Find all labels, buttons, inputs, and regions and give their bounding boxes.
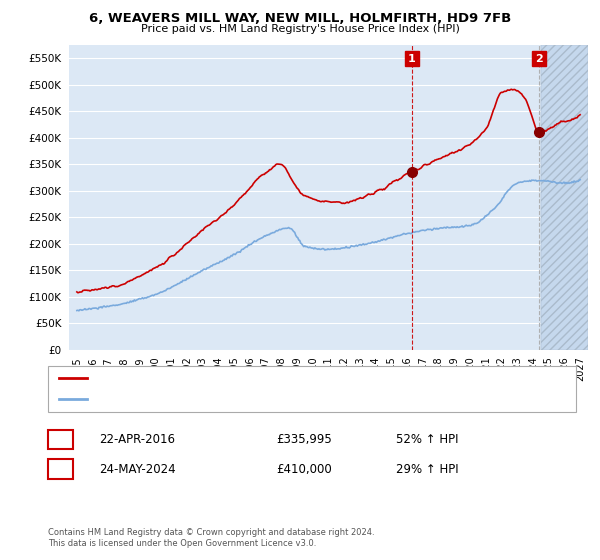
Text: 1: 1 — [408, 54, 416, 63]
Text: 52% ↑ HPI: 52% ↑ HPI — [396, 433, 458, 446]
Text: Contains HM Land Registry data © Crown copyright and database right 2024.
This d: Contains HM Land Registry data © Crown c… — [48, 528, 374, 548]
Bar — [541, 45, 588, 350]
Text: 29% ↑ HPI: 29% ↑ HPI — [396, 463, 458, 476]
Text: 6, WEAVERS MILL WAY, NEW MILL, HOLMFIRTH, HD9 7FB (detached house): 6, WEAVERS MILL WAY, NEW MILL, HOLMFIRTH… — [93, 373, 480, 383]
Text: £410,000: £410,000 — [276, 463, 332, 476]
Text: HPI: Average price, detached house, Kirklees: HPI: Average price, detached house, Kirk… — [93, 394, 328, 404]
Text: 22-APR-2016: 22-APR-2016 — [99, 433, 175, 446]
Text: 2: 2 — [56, 463, 65, 476]
Text: 2: 2 — [535, 54, 543, 63]
Text: 6, WEAVERS MILL WAY, NEW MILL, HOLMFIRTH, HD9 7FB: 6, WEAVERS MILL WAY, NEW MILL, HOLMFIRTH… — [89, 12, 511, 25]
Bar — [541, 45, 588, 350]
Text: £335,995: £335,995 — [276, 433, 332, 446]
Text: Price paid vs. HM Land Registry's House Price Index (HPI): Price paid vs. HM Land Registry's House … — [140, 24, 460, 34]
Text: 1: 1 — [56, 433, 65, 446]
Text: 24-MAY-2024: 24-MAY-2024 — [99, 463, 176, 476]
